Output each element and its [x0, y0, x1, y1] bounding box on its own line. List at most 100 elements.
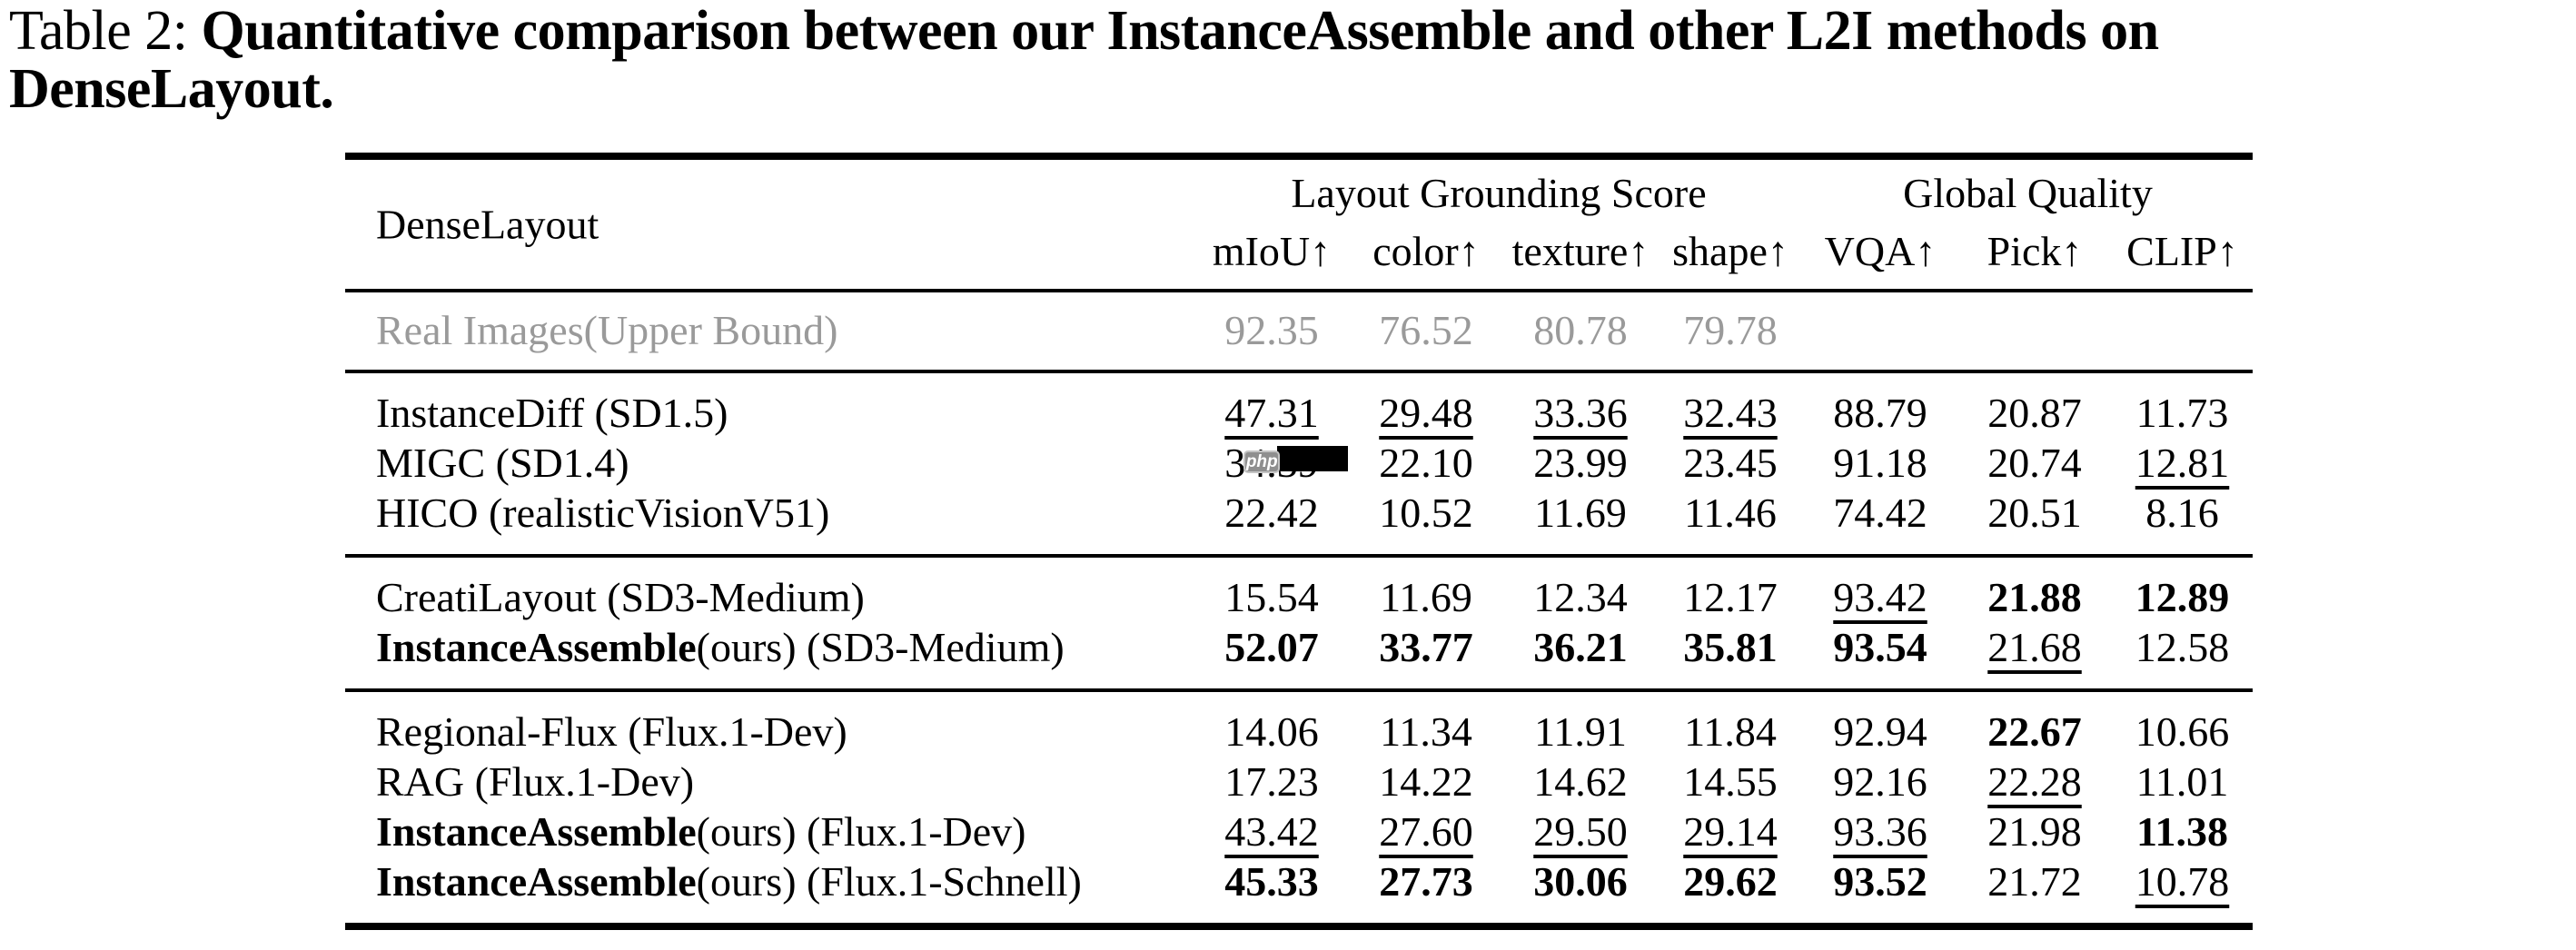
metric-value: 23.45 — [1683, 440, 1778, 486]
method-name-text: Regional-Flux (Flux.1-Dev) — [376, 708, 847, 755]
metric-value: 11.84 — [1684, 708, 1777, 755]
metric-cell: 22.10 — [1349, 439, 1503, 487]
metric-cell: 29.48 — [1349, 389, 1503, 437]
metric-cell: 32.43 — [1658, 389, 1803, 437]
metric-value: 33.36 — [1533, 390, 1628, 436]
column-header-vqa: VQA↑ — [1824, 227, 1937, 274]
table-row: InstanceAssemble(ours) (Flux.1-Dev) 43.42… — [345, 807, 2253, 856]
metric-cell: 12.89 — [2112, 573, 2253, 621]
metric-cell: 21.68 — [1957, 623, 2112, 671]
table-header: DenseLayout Layout Grounding Score Globa… — [345, 160, 2253, 292]
metric-cell: 36.21 — [1503, 623, 1658, 671]
method-name: Regional-Flux (Flux.1-Dev) — [345, 708, 1194, 756]
metric-value: 11.34 — [1380, 708, 1472, 755]
metric-value: 11.01 — [2135, 758, 2229, 805]
metric-cell: 15.54 — [1194, 573, 1349, 621]
metric-cell: 47.31 — [1194, 389, 1349, 437]
metric-value: 14.62 — [1533, 758, 1628, 805]
metric-value: 92.94 — [1833, 708, 1927, 755]
metric-value: 27.60 — [1379, 808, 1473, 855]
metric-value: 92.16 — [1833, 758, 1927, 805]
metric-cell: 33.77 — [1349, 623, 1503, 671]
metric-value: 12.34 — [1533, 574, 1628, 620]
metric-value: 10.66 — [2135, 708, 2230, 755]
method-name-bold: InstanceAssemble — [376, 808, 697, 855]
table-row: InstanceDiff (SD1.5) 47.31 29.48 33.36 32.43… — [345, 388, 2253, 438]
metric-value: 93.52 — [1833, 858, 1927, 905]
metric-cell: 22.67 — [1957, 708, 2112, 756]
method-name-text: (ours) (Flux.1-Dev) — [696, 808, 1026, 855]
caption-label: Table 2: — [9, 0, 188, 62]
metric-value: 76.52 — [1379, 307, 1473, 353]
metric-cell: 14.62 — [1503, 757, 1658, 806]
metric-value: 33.77 — [1379, 624, 1473, 670]
metric-cell: 45.33 — [1194, 857, 1349, 905]
method-name-text: Real Images(Upper Bound) — [376, 307, 838, 353]
metric-value: 12.89 — [2135, 574, 2230, 620]
method-name-text: (ours) (Flux.1-Schnell) — [696, 858, 1082, 905]
metric-value: 12.17 — [1683, 574, 1778, 620]
metric-cell: 93.36 — [1803, 807, 1957, 856]
metric-value: 11.91 — [1534, 708, 1627, 755]
metric-header-row: mIoU↑ color↑ texture↑ shape↑ VQA↑ Pick↑ CLIP↑ — [345, 218, 2253, 283]
method-name-text: (ours) (SD3-Medium) — [696, 624, 1065, 670]
metric-cell: 93.54 — [1803, 623, 1957, 671]
row-group-1: InstanceDiff (SD1.5) 47.31 29.48 33.36 32.43… — [345, 370, 2253, 554]
metric-value: 11.46 — [1684, 490, 1777, 536]
metric-value: 8.16 — [2145, 490, 2219, 536]
metric-cell: 12.17 — [1658, 573, 1803, 621]
metric-cell: 12.81 — [2112, 439, 2253, 487]
method-name-text: CreatiLayout (SD3-Medium) — [376, 574, 865, 620]
table-row: InstanceAssemble(ours) (Flux.1-Schnell) 4… — [345, 856, 2253, 906]
row-group-0: Real Images(Upper Bound) 92.35 76.52 80.78 7… — [345, 292, 2253, 370]
row-group-3: Regional-Flux (Flux.1-Dev) 14.06 11.34 11.9… — [345, 688, 2253, 923]
metric-value: 29.62 — [1683, 858, 1778, 905]
metric-value: 20.74 — [1987, 440, 2082, 486]
metric-cell: 33.36 — [1503, 389, 1658, 437]
table-body: Real Images(Upper Bound) 92.35 76.52 80.78 7… — [345, 292, 2253, 923]
metric-value: 22.67 — [1987, 708, 2082, 755]
column-header-texture: texture↑ — [1511, 227, 1650, 274]
metric-value: 14.55 — [1683, 758, 1778, 805]
table-row: RAG (Flux.1-Dev) 17.23 14.22 14.62 14.55 92.1… — [345, 757, 2253, 807]
table-row: Regional-Flux (Flux.1-Dev) 14.06 11.34 11.9… — [345, 707, 2253, 757]
metric-value: 93.42 — [1833, 574, 1927, 620]
metric-value: 74.42 — [1833, 490, 1927, 536]
column-group-layout-grounding: Layout Grounding Score — [1291, 169, 1707, 216]
method-name-text: MIGC (SD1.4) — [376, 440, 629, 486]
metric-cell: 11.34 — [1349, 708, 1503, 756]
caption-title-line1: Quantitative comparison between our Inst… — [201, 0, 2160, 62]
metric-value: 10.52 — [1379, 490, 1473, 536]
metric-cell: 22.28 — [1957, 757, 2112, 806]
metric-cell: 92.16 — [1803, 757, 1957, 806]
method-name: InstanceAssemble(ours) (Flux.1-Schnell) — [345, 857, 1194, 905]
metric-value: 22.28 — [1987, 758, 2082, 805]
metric-cell: 20.87 — [1957, 389, 2112, 437]
method-name-text: InstanceDiff (SD1.5) — [376, 390, 728, 436]
metric-cell: 14.55 — [1658, 757, 1803, 806]
metric-cell: 29.50 — [1503, 807, 1658, 856]
metric-value: 36.21 — [1533, 624, 1628, 670]
metric-cell: 17.23 — [1194, 757, 1349, 806]
table-row: MIGC (SD1.4) 34.39php 22.10 23.99 23.45 91.18… — [345, 438, 2253, 488]
metric-cell: 10.78 — [2112, 857, 2253, 905]
method-name: HICO (realisticVisionV51) — [345, 489, 1194, 537]
metric-value: 30.06 — [1533, 858, 1628, 905]
metric-value: 15.54 — [1224, 574, 1319, 620]
table-top-rule — [345, 153, 2253, 160]
metric-value: 23.99 — [1533, 440, 1628, 486]
metric-value: 12.58 — [2135, 624, 2230, 670]
caption-title-line2: DenseLayout. — [9, 58, 334, 120]
metric-value: 22.10 — [1379, 440, 1473, 486]
metric-cell: 29.14 — [1658, 807, 1803, 856]
metric-cell: 12.34 — [1503, 573, 1658, 621]
metric-cell: 11.38 — [2112, 807, 2253, 856]
metric-value: 91.18 — [1833, 440, 1927, 486]
method-name: MIGC (SD1.4) — [345, 439, 1194, 487]
table-row: CreatiLayout (SD3-Medium) 15.54 11.69 12.34… — [345, 572, 2253, 622]
metric-cell: 14.22 — [1349, 757, 1503, 806]
glitched-value-wrap: 34.39php — [1224, 439, 1349, 487]
corner-label: DenseLayout — [376, 201, 599, 248]
method-name-bold: InstanceAssemble — [376, 858, 697, 905]
